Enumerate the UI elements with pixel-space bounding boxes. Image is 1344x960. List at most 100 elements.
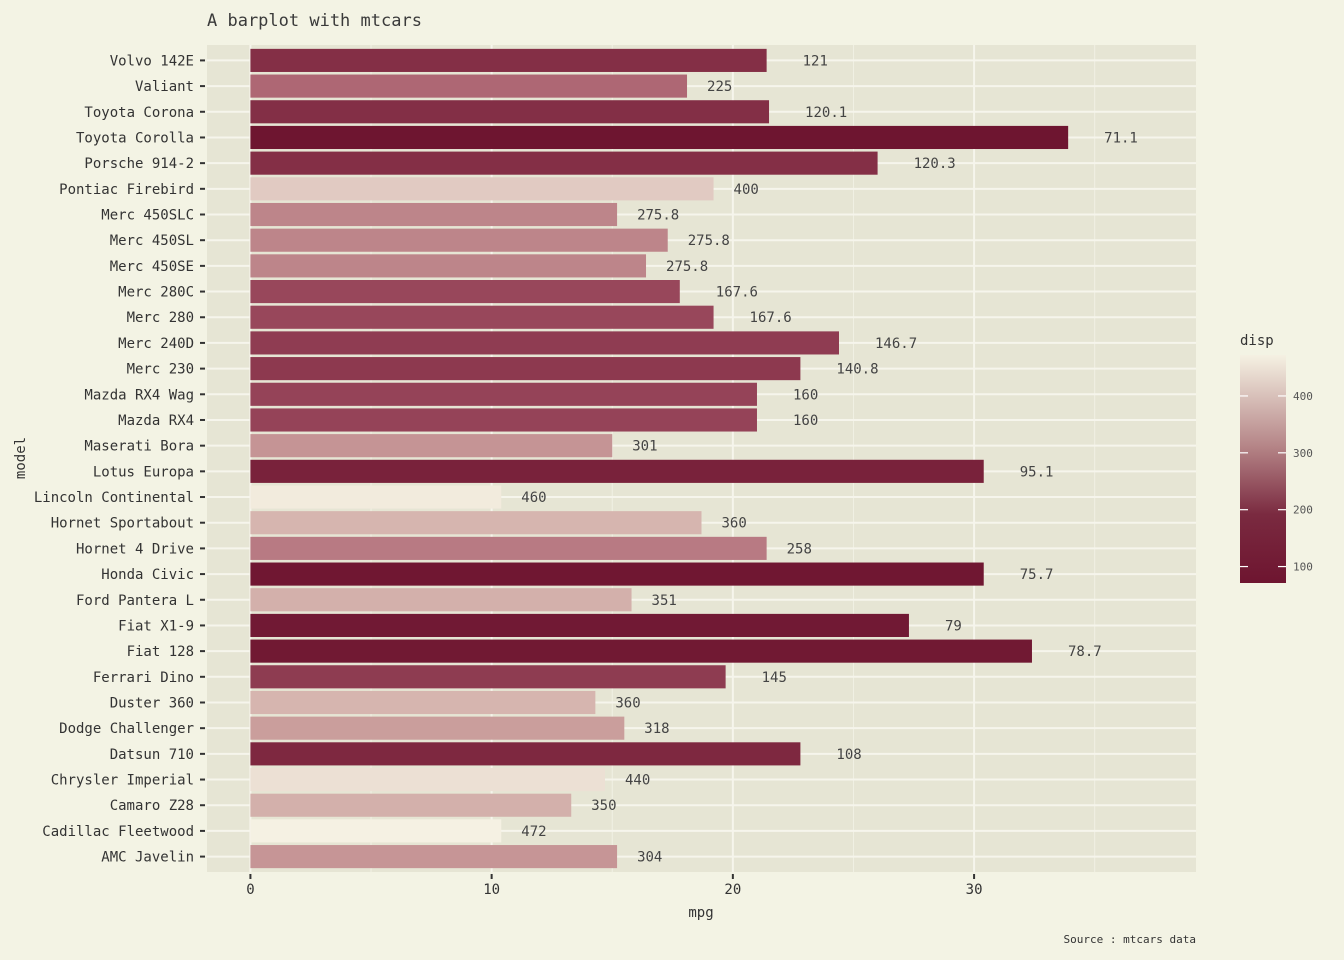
y-tick-label: Merc 450SL xyxy=(110,233,194,249)
bar-value-label: 304 xyxy=(637,850,662,866)
y-tick-label: Duster 360 xyxy=(110,695,194,711)
bar-value-label: 225 xyxy=(707,79,732,95)
bar-value-label: 78.7 xyxy=(1068,644,1102,660)
y-tick-label: Dodge Challenger xyxy=(59,721,194,737)
bar-value-label: 146.7 xyxy=(875,336,917,352)
bar-value-label: 460 xyxy=(521,490,546,506)
bar xyxy=(250,562,984,586)
bar-value-label: 167.6 xyxy=(716,285,758,301)
y-tick-label: Fiat 128 xyxy=(127,644,194,660)
bar-value-label: 472 xyxy=(521,824,546,840)
color-legend: disp 100 200 300 400 xyxy=(1240,333,1313,583)
y-tick-label: Mazda RX4 Wag xyxy=(84,387,194,403)
bar-value-label: 160 xyxy=(793,413,818,429)
bar-value-label: 140.8 xyxy=(836,362,878,378)
bar-value-label: 275.8 xyxy=(637,208,679,224)
bar xyxy=(250,742,801,766)
y-tick-label: Volvo 142E xyxy=(110,53,194,69)
x-axis: 0 10 20 30 xyxy=(246,874,983,898)
bar-value-label: 145 xyxy=(762,670,787,686)
legend-tick-label: 100 xyxy=(1293,561,1313,574)
y-tick-label: Hornet 4 Drive xyxy=(76,541,194,557)
bar-value-label: 350 xyxy=(591,798,616,814)
bar-value-label: 275.8 xyxy=(688,233,730,249)
bar xyxy=(250,459,984,483)
y-tick-label: Toyota Corona xyxy=(84,105,194,121)
y-tick-label: Datsun 710 xyxy=(110,747,194,763)
y-tick-label: Mazda RX4 xyxy=(118,413,194,429)
legend-tick-label: 300 xyxy=(1293,447,1313,460)
bar xyxy=(250,254,647,278)
y-tick-label: Valiant xyxy=(135,79,194,95)
y-tick-label: Fiat X1-9 xyxy=(118,618,194,634)
bar xyxy=(250,639,1032,663)
y-tick-label: Merc 230 xyxy=(127,362,194,378)
chart-title: A barplot with mtcars xyxy=(207,11,422,31)
bar-value-label: 360 xyxy=(615,695,640,711)
bar-labels: 30447235044010831836014578.77935175.7258… xyxy=(521,53,1138,865)
bar xyxy=(250,511,702,535)
bar-value-label: 71.1 xyxy=(1104,130,1138,146)
x-tick-label: 10 xyxy=(483,882,500,898)
bar-value-label: 318 xyxy=(644,721,669,737)
caption: Source : mtcars data xyxy=(1064,933,1196,946)
bar xyxy=(250,177,714,201)
y-tick-label: Cadillac Fleetwood xyxy=(42,824,194,840)
legend-title: disp xyxy=(1240,333,1274,349)
y-tick-label: Camaro Z28 xyxy=(110,798,194,814)
y-tick-label: Ford Pantera L xyxy=(76,593,194,609)
bars xyxy=(250,48,1069,869)
bar-value-label: 79 xyxy=(945,618,962,634)
bar xyxy=(250,767,606,792)
bar-value-label: 75.7 xyxy=(1020,567,1054,583)
bar xyxy=(250,305,714,329)
legend-tick-label: 400 xyxy=(1293,390,1313,403)
bar-value-label: 275.8 xyxy=(666,259,708,275)
y-tick-label: Chrysler Imperial xyxy=(51,773,194,789)
bar-value-label: 95.1 xyxy=(1020,464,1054,480)
bar xyxy=(250,48,767,72)
bar xyxy=(250,819,502,843)
y-tick-label: AMC Javelin xyxy=(101,850,194,866)
y-tick-label: Merc 280C xyxy=(118,285,194,301)
bar-value-label: 160 xyxy=(793,387,818,403)
bar xyxy=(250,690,596,715)
bar xyxy=(250,845,618,869)
y-tick-label: Porsche 914-2 xyxy=(84,156,194,172)
bar xyxy=(250,357,801,381)
bar-value-label: 121 xyxy=(803,53,828,69)
bar xyxy=(250,485,502,509)
y-tick-label: Merc 450SE xyxy=(110,259,194,275)
bar xyxy=(250,716,625,740)
bar xyxy=(250,408,757,432)
bar xyxy=(250,331,839,355)
bar-value-label: 258 xyxy=(787,541,812,557)
bar-value-label: 360 xyxy=(722,516,747,532)
y-tick-label: Lotus Europa xyxy=(93,464,194,480)
x-tick-label: 0 xyxy=(246,882,254,898)
y-tick-label: Ferrari Dino xyxy=(93,670,194,686)
y-tick-label: Merc 280 xyxy=(127,310,194,326)
bar xyxy=(250,74,688,98)
bar-value-label: 120.3 xyxy=(914,156,956,172)
bar xyxy=(250,665,726,689)
y-axis: AMC Javelin Cadillac Fleetwood Camaro Z28 C… xyxy=(34,53,205,866)
x-tick-label: 20 xyxy=(724,882,741,898)
bar xyxy=(250,434,613,458)
y-tick-label: Hornet Sportabout xyxy=(51,516,194,532)
y-tick-label: Lincoln Continental xyxy=(34,490,194,506)
y-tick-label: Merc 450SLC xyxy=(101,208,194,224)
x-tick-label: 30 xyxy=(966,882,983,898)
legend-colorbar xyxy=(1240,355,1286,583)
bar xyxy=(250,100,770,124)
bar xyxy=(250,228,668,252)
bar xyxy=(250,280,680,304)
legend-tick-label: 200 xyxy=(1293,504,1313,517)
bar-value-label: 120.1 xyxy=(805,105,847,121)
y-axis-title: model xyxy=(13,437,29,479)
bar-value-label: 440 xyxy=(625,773,650,789)
x-axis-title: mpg xyxy=(688,905,713,921)
bar xyxy=(250,793,572,817)
bar xyxy=(250,151,878,175)
